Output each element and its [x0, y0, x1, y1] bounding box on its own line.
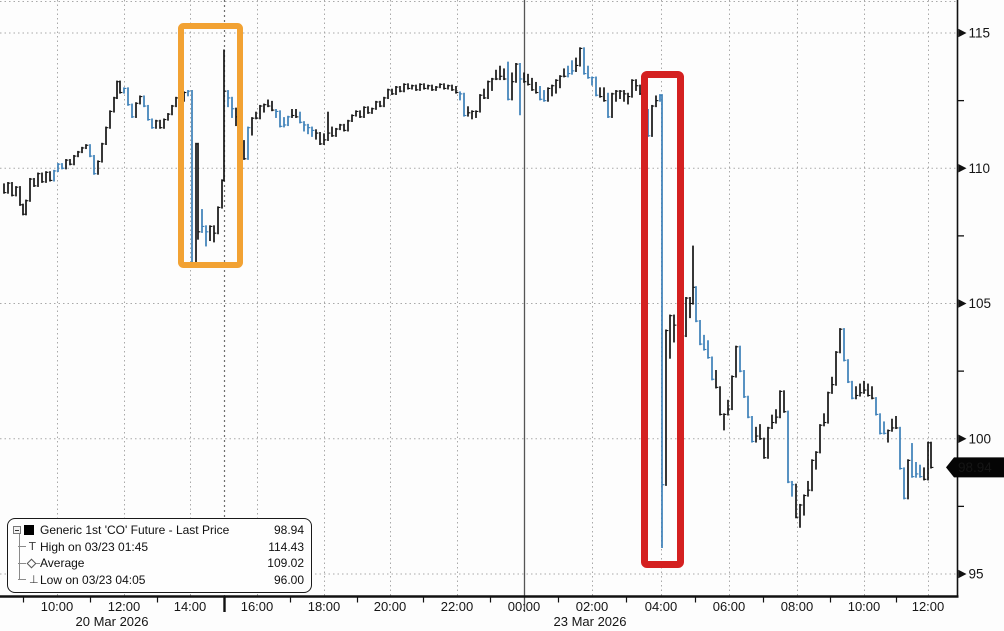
x-axis-label: 06:00 — [713, 599, 746, 614]
y-axis-label: 105 — [969, 296, 992, 311]
orange-highlight-box — [178, 23, 243, 268]
x-axis-label: 18:00 — [308, 599, 341, 614]
y-axis-label: 95 — [969, 567, 984, 582]
x-axis-label: 22:00 — [441, 599, 474, 614]
y-axis: 115 110 105 100 95 — [956, 0, 992, 598]
x-axis-date-label: 20 Mar 2026 — [76, 614, 149, 629]
y-axis-label: 100 — [969, 431, 992, 446]
price-series — [3, 47, 934, 549]
x-axis-label: 16:00 — [241, 599, 274, 614]
x-axis-label: 14:00 — [174, 599, 207, 614]
low-label: Low on 03/23 04:05 — [40, 572, 146, 587]
grid-layer — [0, 0, 958, 612]
series-swatch-icon — [24, 525, 34, 536]
legend-tree-line — [19, 534, 20, 580]
y-axis-label: 115 — [969, 26, 991, 41]
y-axis-label: 110 — [969, 161, 991, 176]
y-tick-arrow-icon — [958, 434, 967, 443]
last-price-tag-value: 98.94 — [958, 460, 992, 475]
x-axis-label: 12:00 — [108, 599, 141, 614]
x-axis-label: 00:00 — [508, 599, 541, 614]
low-marker-icon: ⊥ — [12, 572, 40, 589]
legend-row-average[interactable]: Average 109.02 — [12, 555, 304, 572]
high-value: 114.43 — [268, 539, 304, 554]
y-tick-arrow-icon — [958, 164, 967, 173]
x-axis: 10:00 12:00 14:00 16:00 18:00 20:00 22:00 00:00… — [0, 595, 959, 629]
average-value: 109.02 — [267, 556, 304, 571]
high-label: High on 03/23 01:45 — [40, 539, 149, 554]
legend-row-high[interactable]: T High on 03/23 01:45 114.43 — [12, 539, 304, 556]
last-price-value: 98.94 — [273, 523, 304, 538]
x-axis-label: 04:00 — [645, 599, 678, 614]
legend-row-low[interactable]: ⊥ Low on 03/23 04:05 96.00 — [12, 572, 304, 589]
x-axis-label: 08:00 — [781, 599, 814, 614]
y-tick-arrow-icon — [958, 569, 967, 579]
average-marker-icon — [12, 555, 40, 572]
x-axis-date-label: 23 Mar 2026 — [554, 614, 627, 629]
red-highlight-box — [641, 71, 684, 568]
average-label: Average — [40, 556, 85, 571]
y-tick-arrow-icon — [958, 28, 967, 38]
x-axis-label: 02:00 — [576, 599, 609, 614]
high-marker-icon: T — [12, 539, 40, 556]
tree-expander-icon[interactable] — [13, 526, 21, 535]
series-label: Generic 1st 'CO' Future - Last Price — [40, 523, 230, 538]
chart-legend: Generic 1st 'CO' Future - Last Price 98.… — [7, 518, 312, 593]
legend-row-last-price[interactable]: Generic 1st 'CO' Future - Last Price 98.… — [12, 522, 304, 539]
series-icons — [12, 522, 40, 539]
last-price-tag: 98.94 — [946, 457, 1004, 478]
x-axis-label: 10:00 — [848, 599, 881, 614]
x-axis-label: 10:00 — [41, 599, 74, 614]
x-axis-label: 20:00 — [374, 599, 407, 614]
y-tick-arrow-icon — [958, 299, 967, 308]
low-value: 96.00 — [273, 572, 304, 587]
x-axis-label: 12:00 — [912, 599, 945, 614]
